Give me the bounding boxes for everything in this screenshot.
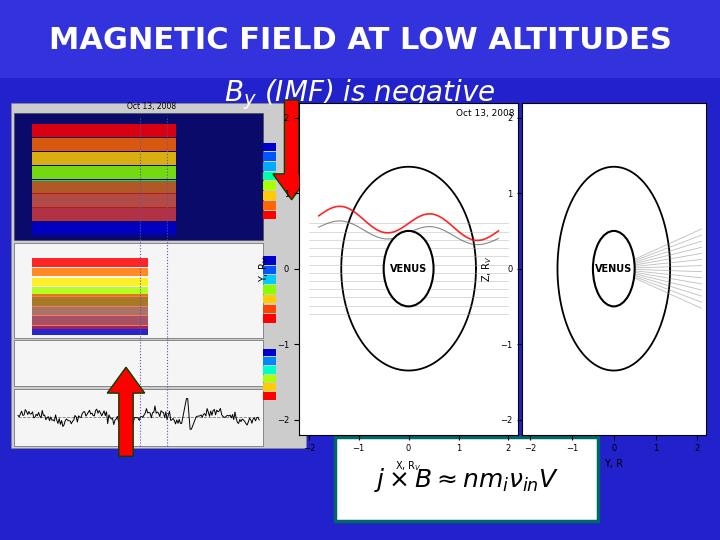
Bar [32, 124, 176, 137]
Bar [263, 181, 276, 190]
Bar [32, 138, 176, 151]
Bar [263, 392, 276, 400]
Text: MAGNETIC FIELD AT LOW ALTITUDES: MAGNETIC FIELD AT LOW ALTITUDES [48, 26, 672, 55]
Bar [32, 194, 176, 207]
FancyArrow shape [273, 100, 310, 200]
Bar [335, 437, 598, 521]
Bar [32, 316, 148, 325]
Bar [32, 287, 148, 296]
Bar [0, 0, 720, 78]
Bar [263, 162, 276, 171]
Bar [263, 211, 276, 219]
Bar [263, 357, 276, 365]
Bar [32, 268, 148, 276]
Bar [32, 208, 176, 221]
Bar [32, 297, 148, 306]
Bar [263, 366, 276, 374]
Bar [32, 166, 176, 179]
Bar [32, 152, 176, 165]
X-axis label: X, R$_V$: X, R$_V$ [395, 459, 422, 473]
Bar [32, 258, 148, 267]
Bar [263, 383, 276, 391]
Bar [32, 222, 176, 235]
Text: $j \times B \approx nm_i \nu_{in} V$: $j \times B \approx nm_i \nu_{in} V$ [374, 465, 559, 494]
Bar [263, 285, 276, 294]
Circle shape [593, 231, 634, 306]
X-axis label: Y, R: Y, R [604, 459, 624, 469]
Bar [14, 389, 263, 446]
Bar [14, 113, 263, 240]
Bar [32, 326, 148, 335]
Bar [263, 191, 276, 200]
Bar [263, 375, 276, 382]
Text: $B_y$ (IMF) is negative: $B_y$ (IMF) is negative [224, 77, 496, 112]
Bar [263, 266, 276, 274]
Text: Oct 13, 2008: Oct 13, 2008 [456, 109, 514, 118]
Bar [32, 181, 176, 221]
FancyArrow shape [107, 367, 145, 456]
Bar [32, 278, 148, 286]
Text: Oct 13, 2008: Oct 13, 2008 [127, 102, 176, 111]
Text: VENUS: VENUS [390, 264, 427, 274]
Bar [32, 294, 148, 329]
Bar [263, 172, 276, 180]
Bar [263, 152, 276, 161]
Bar [14, 340, 263, 386]
Bar [14, 243, 263, 338]
Bar [263, 314, 276, 323]
Bar [32, 180, 176, 193]
Bar [32, 307, 148, 315]
Bar [263, 349, 276, 356]
Bar [263, 305, 276, 313]
Text: VENUS: VENUS [595, 264, 632, 274]
Bar [11, 103, 306, 448]
Bar [263, 295, 276, 303]
Bar [263, 201, 276, 210]
Y-axis label: Z, R$_V$: Z, R$_V$ [481, 255, 495, 282]
Bar [263, 275, 276, 284]
Y-axis label: Y, R$_V$: Y, R$_V$ [258, 255, 271, 282]
Circle shape [384, 231, 433, 306]
Bar [263, 143, 276, 151]
Bar [263, 256, 276, 265]
